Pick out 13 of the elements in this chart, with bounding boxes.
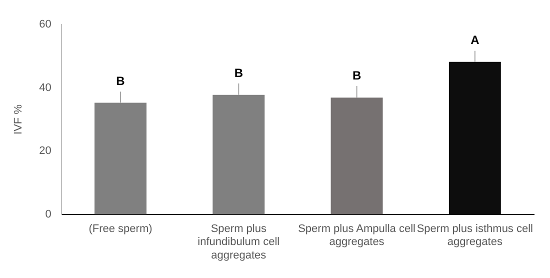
x-tick-label: Sperm plus infundibulum cell aggregates (198, 223, 280, 262)
annotation: B (234, 66, 244, 80)
x-tick-label: Sperm plus isthmus cell aggregates (416, 223, 534, 248)
y-tick-label: 40 (39, 82, 52, 94)
y-tick-label: 20 (39, 145, 52, 158)
annotation: B (352, 68, 362, 82)
y-tick-label: 60 (39, 18, 52, 31)
annotation: B (116, 74, 126, 88)
annotation: A (470, 33, 480, 48)
x-tick-label: (Free sperm) (88, 223, 152, 236)
x-tick-label: Sperm plus Ampulla cell aggregates (298, 223, 416, 248)
y-tick-label: 0 (45, 208, 52, 220)
y-axis-title: IVF % (12, 104, 25, 134)
